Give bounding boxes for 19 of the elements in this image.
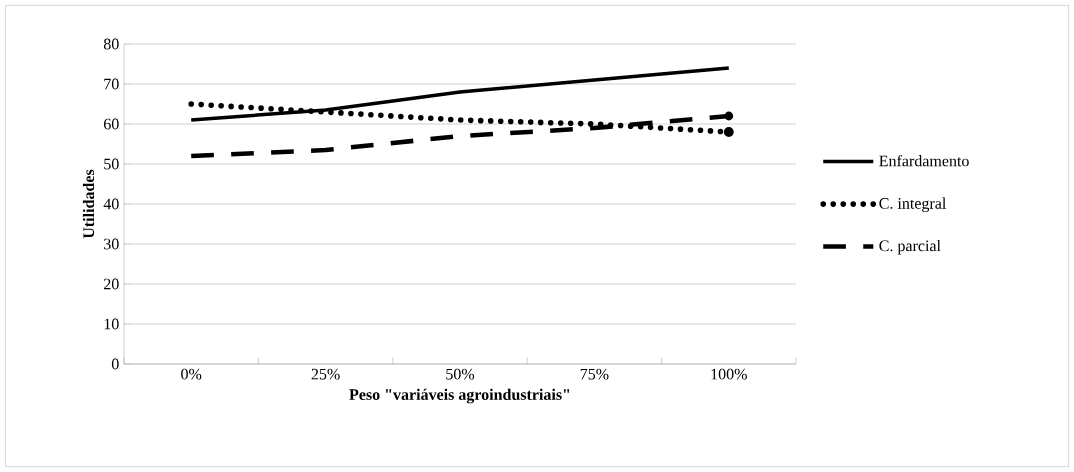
y-axis-title: Utilidades [82, 169, 95, 239]
y-tick-label: 50 [104, 158, 119, 170]
x-tick-label: 75% [580, 368, 609, 380]
y-tick-label: 60 [103, 118, 119, 130]
x-tick-label: 50% [446, 368, 475, 380]
y-tick-label: 20 [104, 278, 119, 290]
x-tick-label: 0% [181, 368, 202, 380]
y-tick-label: 80 [103, 38, 119, 50]
legend-label: Enfardamento [879, 154, 969, 167]
legend-label: C. integral [879, 197, 946, 213]
y-tick-label: 30 [104, 238, 119, 250]
y-tick-label: 40 [103, 198, 119, 210]
x-tick-label: 100% [711, 368, 747, 380]
y-tick-label: 0 [111, 358, 119, 370]
legend-label: C. parcial [879, 239, 941, 255]
x-axis-title: Peso "variáveis agroindustriais" [349, 388, 570, 404]
x-tick-label: 25% [311, 368, 340, 380]
y-tick-label: 10 [104, 318, 119, 330]
y-tick-label: 70 [104, 78, 119, 90]
